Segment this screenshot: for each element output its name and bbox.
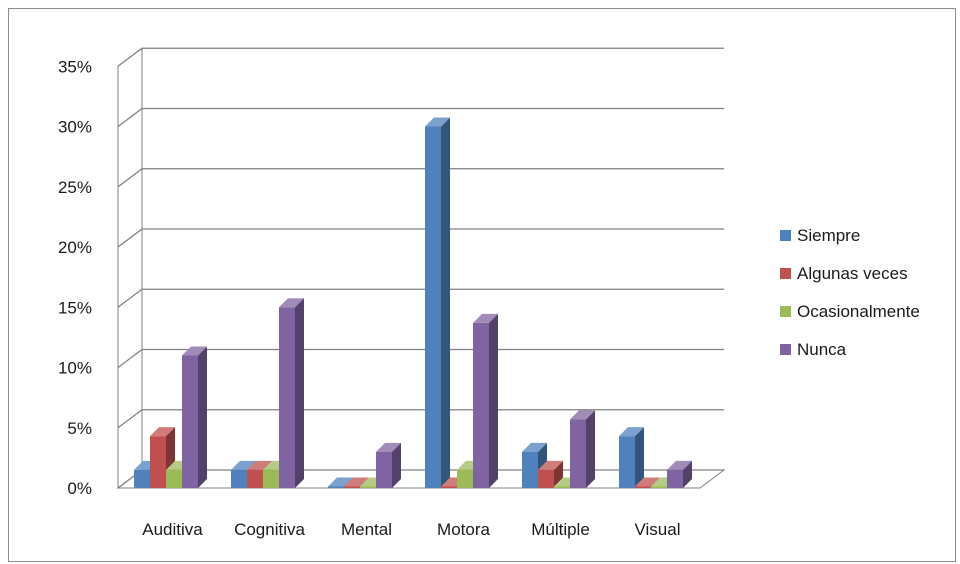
bar: [182, 346, 207, 488]
legend-swatch: [780, 268, 791, 279]
category-labels: Auditiva Cognitiva Mental Motora Múltiple Vis…: [142, 520, 680, 539]
category-label: Mental: [341, 520, 392, 539]
legend-swatch: [780, 344, 791, 355]
gridline: [117, 228, 724, 248]
bar: [376, 442, 401, 488]
legend-item: Ocasionalmente: [780, 302, 920, 321]
bar: [279, 298, 304, 488]
legend-item: Algunas veces: [780, 264, 908, 283]
y-axis-ticks: 0% 5% 10% 15% 20% 25% 30% 35%: [58, 57, 92, 498]
gridline: [117, 168, 724, 188]
y-tick-label: 35%: [58, 57, 92, 76]
bar: [473, 313, 498, 488]
gridlines: [117, 47, 724, 489]
category-label: Visual: [635, 520, 681, 539]
side-wall: [117, 47, 143, 489]
legend-item: Nunca: [780, 340, 847, 359]
category-label: Motora: [437, 520, 490, 539]
y-tick-label: 5%: [67, 419, 92, 438]
y-tick-label: 20%: [58, 238, 92, 257]
gridline: [117, 348, 724, 369]
y-tick-label: 30%: [58, 118, 92, 137]
bars: [134, 117, 692, 488]
legend-label: Algunas veces: [797, 264, 908, 283]
bar: [425, 117, 450, 488]
legend: Siempre Algunas veces Ocasionalmente Nunca: [780, 226, 920, 359]
legend-label: Ocasionalmente: [797, 302, 920, 321]
bar: [667, 460, 692, 488]
legend-label: Nunca: [797, 340, 847, 359]
y-tick-label: 0%: [67, 479, 92, 498]
gridline: [117, 409, 724, 429]
legend-label: Siempre: [797, 226, 860, 245]
legend-item: Siempre: [780, 226, 860, 245]
gridline: [117, 107, 724, 128]
gridline: [117, 288, 724, 308]
y-tick-label: 10%: [58, 359, 92, 378]
y-tick-label: 15%: [58, 298, 92, 317]
category-label: Cognitiva: [234, 520, 305, 539]
chart-walls: [116, 47, 726, 489]
bar: [570, 410, 595, 488]
gridline: [117, 47, 724, 67]
category-label: Auditiva: [142, 520, 203, 539]
category-label: Múltiple: [531, 520, 590, 539]
bar: [619, 427, 644, 488]
legend-swatch: [780, 306, 791, 317]
legend-swatch: [780, 230, 791, 241]
y-tick-label: 25%: [58, 178, 92, 197]
